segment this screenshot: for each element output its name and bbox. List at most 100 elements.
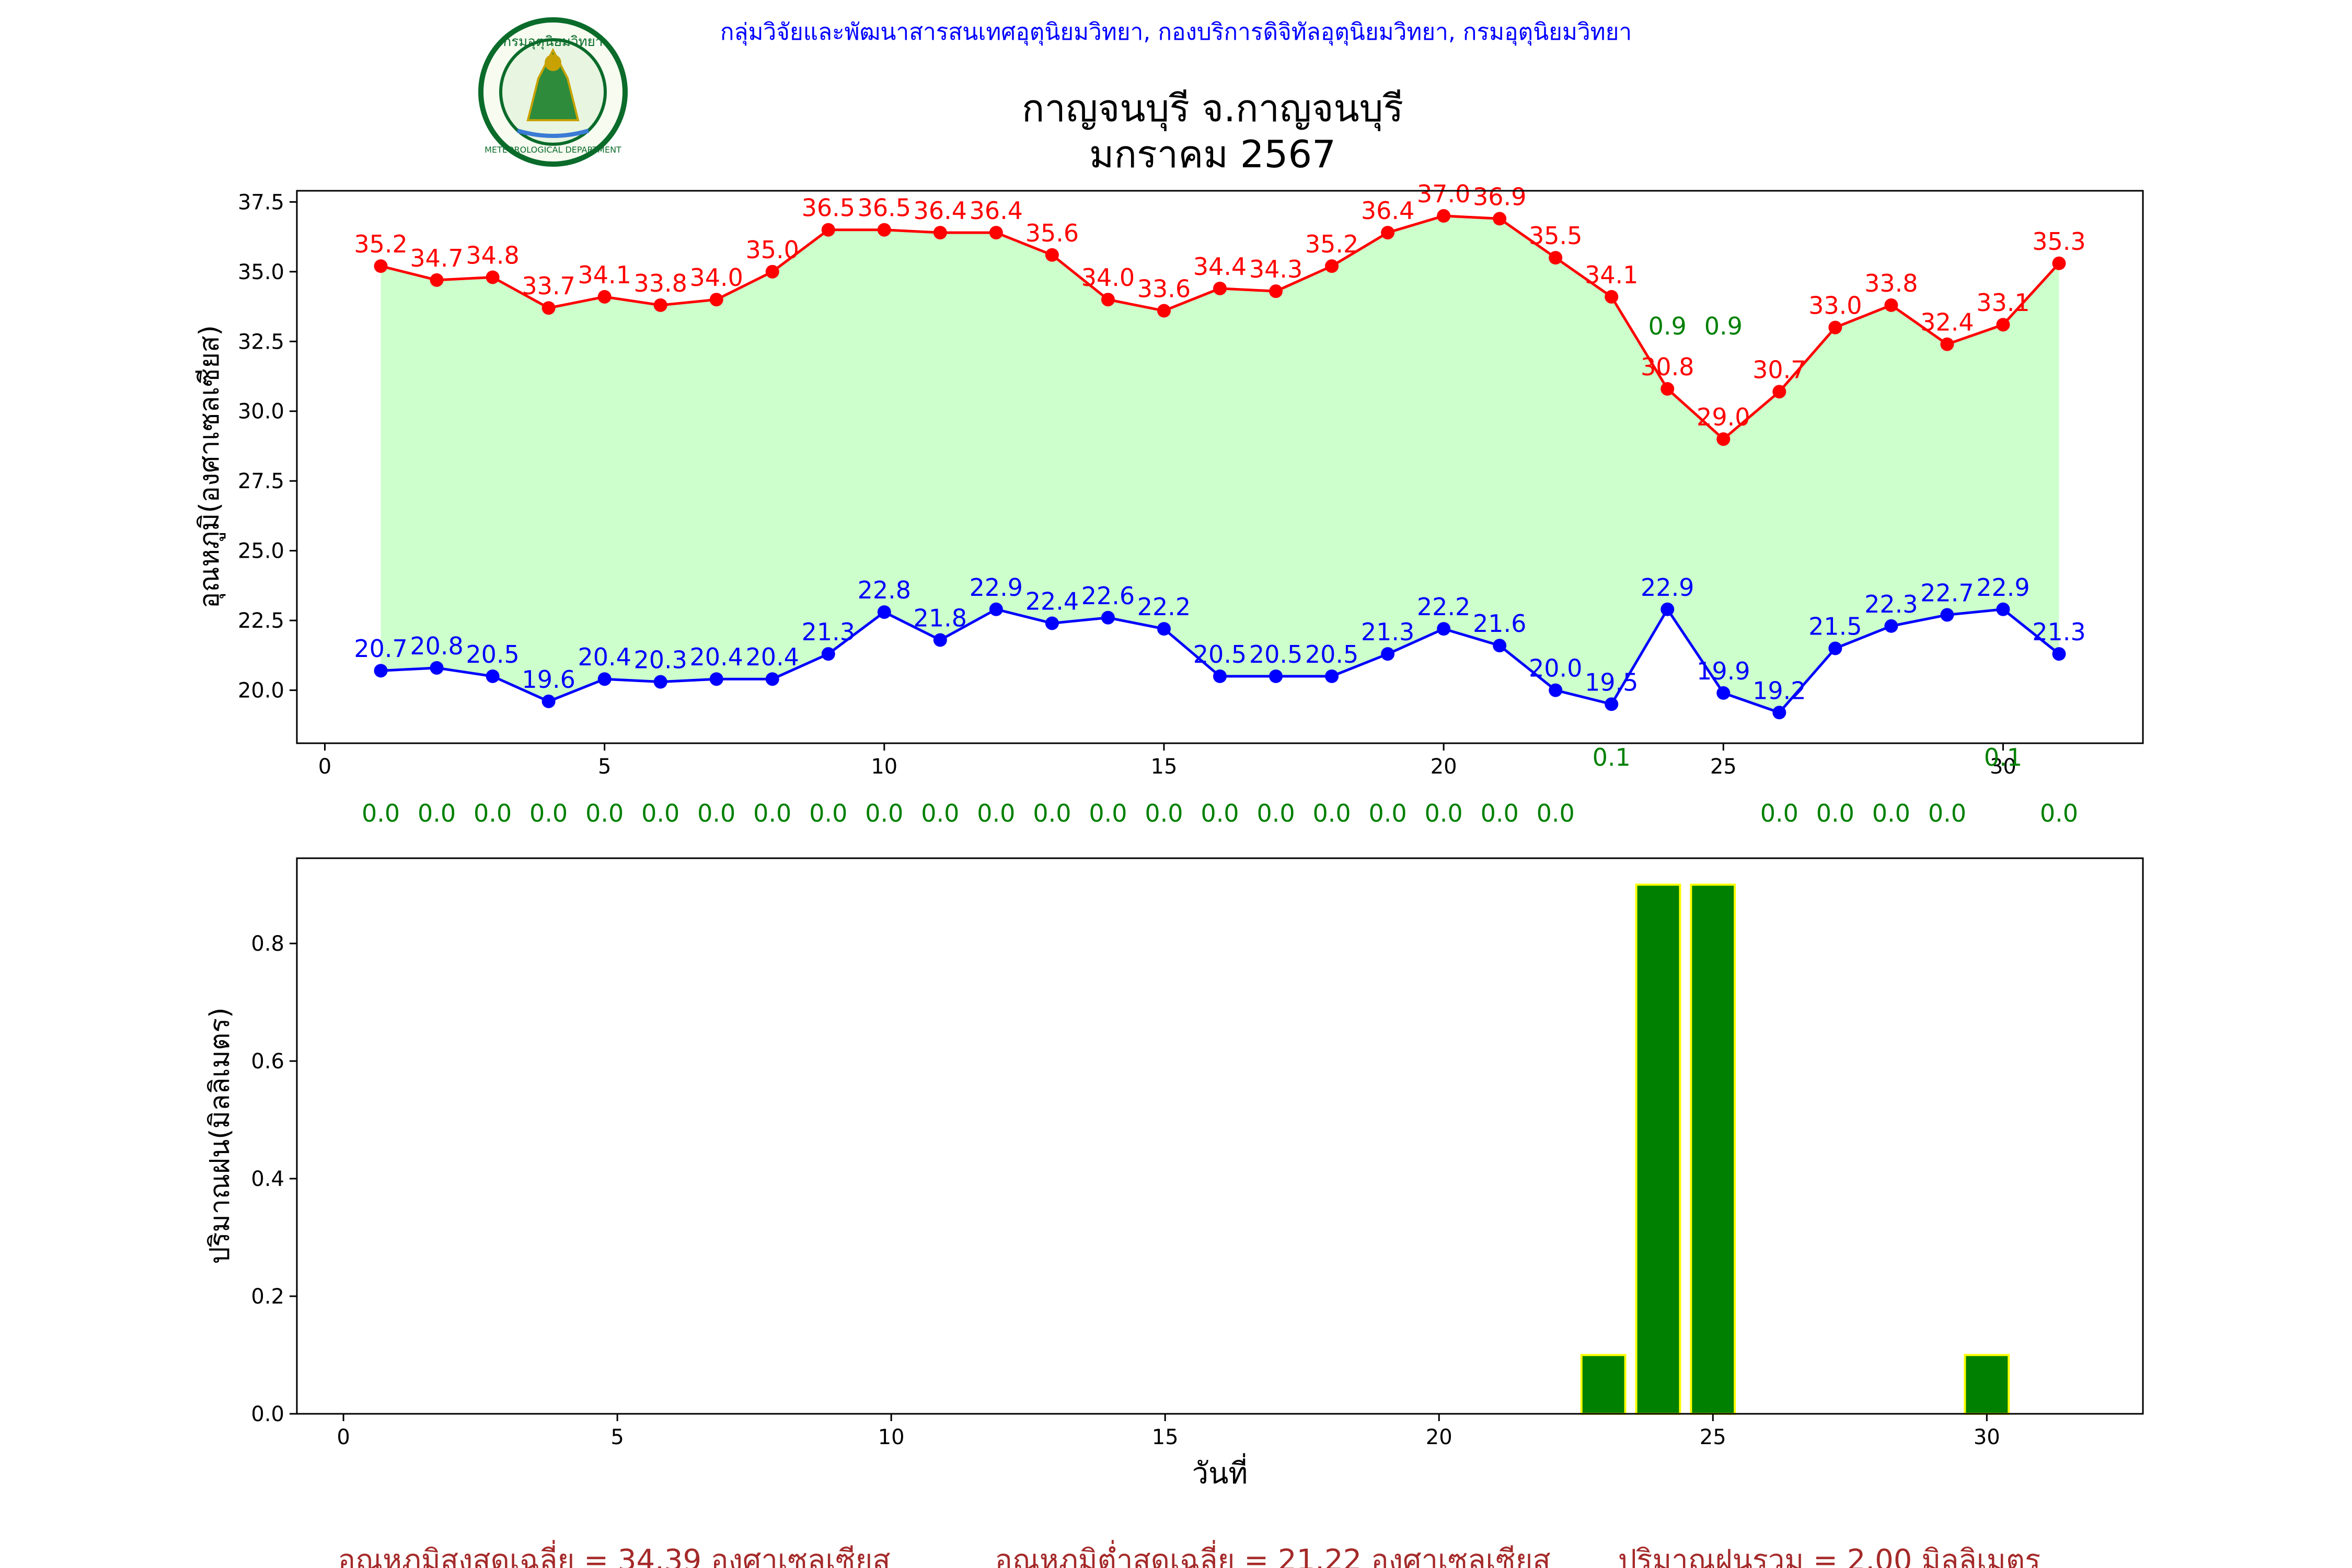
max-temperature-label: 30.8	[1641, 353, 1694, 381]
min-temperature-label: 20.4	[746, 643, 799, 671]
temperature-axes-frame	[296, 190, 2144, 744]
min-temperature-label: 22.7	[1920, 579, 1974, 607]
max-temperature-label: 36.5	[802, 194, 855, 222]
rain-value-label: 0.0	[1369, 799, 1407, 827]
temperature-y-tick-label: 37.5	[238, 190, 284, 214]
min-temperature-label: 19.9	[1697, 657, 1750, 685]
min-temperature-label: 21.3	[802, 618, 855, 646]
rain-value-label: 0.0	[1145, 799, 1183, 827]
rain-value-label: 0.0	[977, 799, 1015, 827]
max-temperature-point	[1325, 259, 1339, 273]
min-temperature-label: 20.0	[1529, 654, 1582, 683]
min-temperature-point	[1101, 610, 1115, 625]
min-temperature-label: 20.3	[633, 646, 687, 674]
max-temperature-point	[1940, 337, 1954, 351]
min-temperature-point	[1772, 706, 1786, 720]
rainfall-x-tick-label: 0	[337, 1425, 350, 1449]
min-temperature-point	[1269, 669, 1283, 683]
rain-value-label: 0.1	[1593, 743, 1631, 771]
max-temperature-label: 35.2	[354, 230, 407, 258]
max-temperature-point	[597, 290, 612, 304]
rain-value-label: 0.0	[1928, 799, 1966, 827]
min-temperature-point	[541, 694, 556, 708]
max-temperature-point	[430, 273, 444, 287]
temperature-x-tick-label: 15	[1151, 755, 1178, 779]
min-temperature-point	[1884, 619, 1898, 633]
min-temperature-label: 22.6	[1081, 582, 1135, 610]
max-temperature-label: 33.8	[1864, 269, 1918, 297]
rain-value-label: 0.0	[1256, 799, 1295, 827]
rain-value-label: 0.0	[529, 799, 568, 827]
max-temperature-label: 33.1	[1976, 289, 2030, 317]
logo-top-text: กรมอุตุนิยมวิทยา	[503, 34, 603, 50]
rain-value-label: 0.0	[1816, 799, 1854, 827]
max-temperature-label: 34.4	[1193, 252, 1247, 281]
max-temperature-point	[1661, 382, 1675, 396]
rain-value-label: 0.0	[1201, 799, 1239, 827]
min-temperature-point	[1661, 602, 1675, 616]
min-temperature-label: 21.6	[1473, 609, 1526, 638]
max-temperature-point	[1828, 320, 1842, 335]
max-temperature-label: 33.0	[1808, 292, 1862, 320]
max-temperature-point	[709, 293, 723, 307]
rain-value-label: 0.1	[1984, 743, 2022, 771]
min-temperature-point	[1045, 616, 1059, 630]
max-temperature-point	[486, 270, 500, 284]
min-temperature-label: 20.5	[1193, 640, 1247, 668]
min-temperature-point	[1940, 608, 1954, 622]
min-temperature-label: 22.9	[1976, 573, 2030, 602]
min-temperature-point	[1437, 622, 1451, 636]
max-temperature-point	[765, 264, 779, 279]
min-temperature-label: 19.2	[1753, 676, 1806, 705]
rain-value-label: 0.0	[1089, 799, 1127, 827]
min-temperature-point	[1325, 669, 1339, 683]
min-temperature-point	[2052, 647, 2066, 661]
max-temperature-point	[1269, 284, 1283, 298]
max-temperature-label: 35.5	[1529, 222, 1582, 250]
min-temperature-label: 22.2	[1417, 593, 1470, 621]
max-temperature-point	[653, 298, 667, 312]
rainfall-y-tick-label: 0.0	[251, 1402, 284, 1426]
min-temperature-label: 20.5	[466, 640, 519, 668]
max-temperature-label: 30.7	[1753, 355, 1806, 384]
rainfall-x-tick-label: 15	[1152, 1425, 1179, 1449]
rain-value-label: 0.0	[1760, 799, 1798, 827]
min-temperature-label: 22.9	[1641, 573, 1694, 602]
temperature-y-tick-label: 32.5	[238, 330, 284, 354]
rainfall-axes-frame	[296, 857, 2144, 1415]
max-temperature-point	[1101, 293, 1115, 307]
min-temperature-point	[821, 647, 835, 661]
min-temperature-point	[1605, 697, 1619, 711]
min-temperature-label: 22.2	[1137, 593, 1191, 621]
max-temperature-label: 29.0	[1697, 403, 1750, 431]
total-rain-summary: ปริมาณฝนรวม = 2.00 มิลลิเมตร	[1618, 1543, 2041, 1568]
temperature-panel: 35.2 34.7 34.833.7 34.1 33.8 34.035.036.5 36.5…	[194, 180, 2144, 779]
min-temperature-label: 20.4	[690, 643, 743, 671]
max-temperature-point	[1437, 209, 1451, 223]
min-temperature-point	[989, 602, 1003, 616]
rainfall-bar	[1580, 1354, 1627, 1415]
min-temperature-label: 20.5	[1249, 640, 1302, 668]
min-temperature-point	[1213, 669, 1227, 683]
rain-value-label: 0.0	[418, 799, 456, 827]
max-temperature-point	[877, 223, 891, 237]
rain-value-label: 0.9	[1648, 312, 1687, 340]
min-temperature-point	[1549, 683, 1563, 697]
max-temperature-label: 33.6	[1137, 275, 1191, 303]
temperature-y-tick-label: 22.5	[238, 609, 284, 633]
chart-title-station: กาญจนบุรี จ.กาญจนบุรี	[1022, 86, 1403, 131]
max-temperature-point	[821, 223, 835, 237]
rain-value-label: 0.0	[474, 799, 512, 827]
chart-title-month: มกราคม 2567	[1089, 132, 1336, 176]
min-temperature-point	[374, 664, 388, 678]
max-temperature-label: 37.0	[1417, 180, 1470, 208]
min-temperature-point	[765, 672, 779, 686]
max-temperature-label: 34.7	[410, 244, 463, 272]
min-temperature-label: 21.5	[1808, 612, 1862, 640]
max-temperature-label: 34.3	[1249, 255, 1302, 283]
rain-value-label: 0.0	[641, 799, 679, 827]
rain-value-label: 0.0	[2040, 799, 2078, 827]
min-temperature-point	[430, 661, 444, 675]
min-temperature-point	[709, 672, 723, 686]
min-temperature-label: 20.5	[1305, 640, 1358, 668]
